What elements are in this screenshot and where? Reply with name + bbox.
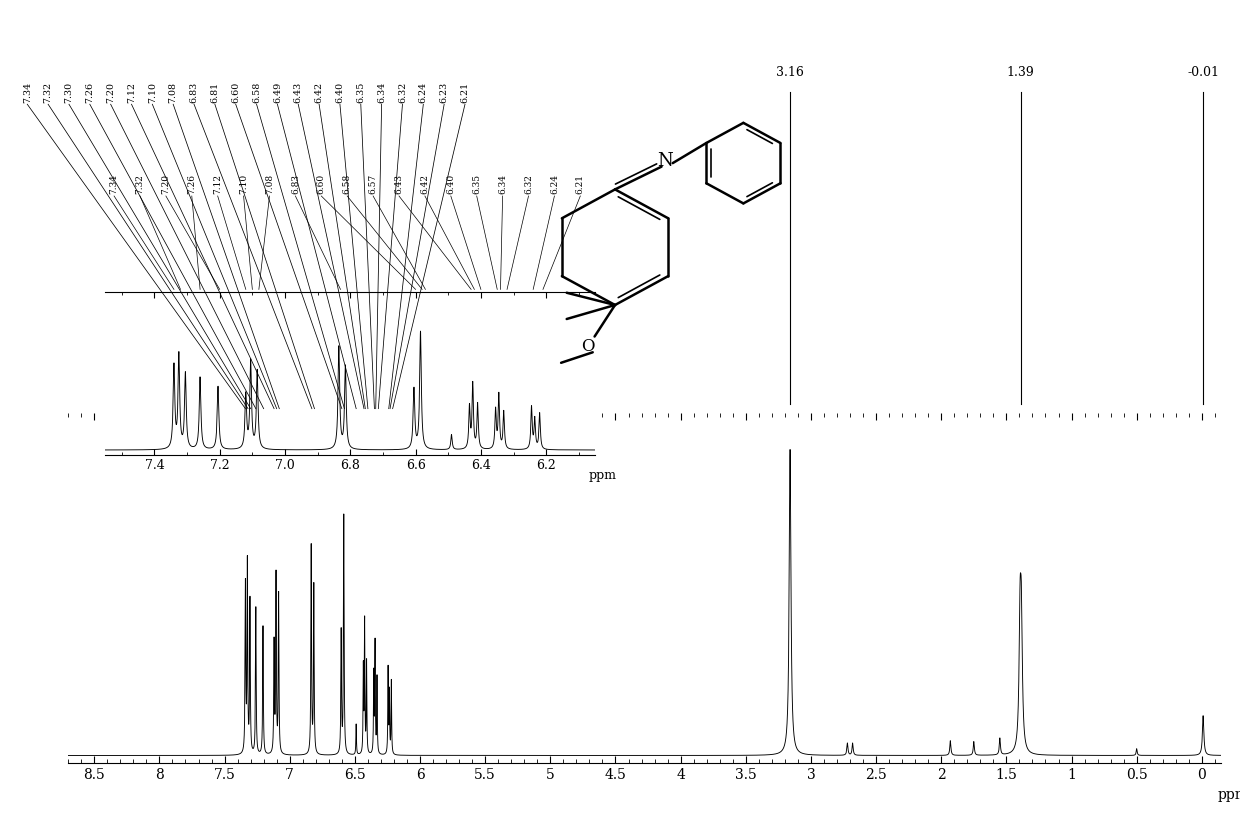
Text: 6.21: 6.21 (575, 174, 585, 194)
Text: 7.26: 7.26 (187, 174, 196, 194)
Text: 7.34: 7.34 (22, 82, 32, 103)
Text: 6.34: 6.34 (377, 82, 386, 103)
Text: 7.26: 7.26 (86, 82, 94, 103)
Text: 6.60: 6.60 (231, 82, 241, 103)
Text: 6.60: 6.60 (316, 174, 326, 194)
Text: 6.58: 6.58 (252, 82, 262, 103)
Text: 1.39: 1.39 (1007, 66, 1034, 79)
Text: -0.01: -0.01 (1187, 66, 1219, 79)
Text: 6.40: 6.40 (336, 82, 345, 103)
Text: 6.35: 6.35 (472, 174, 481, 194)
Text: ppm: ppm (589, 470, 616, 482)
Text: N: N (657, 153, 672, 170)
Text: 6.57: 6.57 (368, 174, 378, 194)
Text: 6.43: 6.43 (294, 82, 303, 103)
Text: 6.49: 6.49 (273, 82, 281, 103)
Text: 6.21: 6.21 (460, 82, 470, 103)
Text: 7.30: 7.30 (64, 82, 73, 103)
Text: 6.43: 6.43 (394, 174, 403, 194)
Text: 7.08: 7.08 (265, 174, 274, 194)
Text: 6.83: 6.83 (190, 82, 198, 103)
Text: 7.10: 7.10 (148, 82, 156, 103)
Text: 6.35: 6.35 (356, 81, 366, 103)
Text: 6.24: 6.24 (419, 82, 428, 103)
Text: 7.32: 7.32 (135, 174, 145, 194)
Text: 7.12: 7.12 (126, 82, 136, 103)
Text: 6.40: 6.40 (446, 174, 455, 194)
Text: 6.23: 6.23 (440, 82, 449, 103)
Text: O: O (582, 338, 595, 354)
Text: 6.42: 6.42 (315, 82, 324, 103)
Text: 6.34: 6.34 (498, 174, 507, 194)
Text: 3.16: 3.16 (776, 66, 804, 79)
Text: 7.34: 7.34 (109, 174, 119, 194)
Text: ppm: ppm (1218, 787, 1240, 801)
Text: 6.42: 6.42 (420, 174, 429, 194)
Text: 6.58: 6.58 (342, 174, 352, 194)
Text: 6.32: 6.32 (525, 174, 533, 194)
Text: 6.24: 6.24 (549, 174, 559, 194)
Text: 7.20: 7.20 (161, 174, 170, 194)
Text: 6.83: 6.83 (291, 174, 300, 194)
Text: 7.10: 7.10 (239, 174, 248, 194)
Text: 6.81: 6.81 (211, 82, 219, 103)
Text: 7.20: 7.20 (107, 82, 115, 103)
Text: 6.32: 6.32 (398, 82, 407, 103)
Text: 7.12: 7.12 (213, 174, 222, 194)
Text: 7.32: 7.32 (43, 82, 52, 103)
Text: 7.08: 7.08 (169, 82, 177, 103)
